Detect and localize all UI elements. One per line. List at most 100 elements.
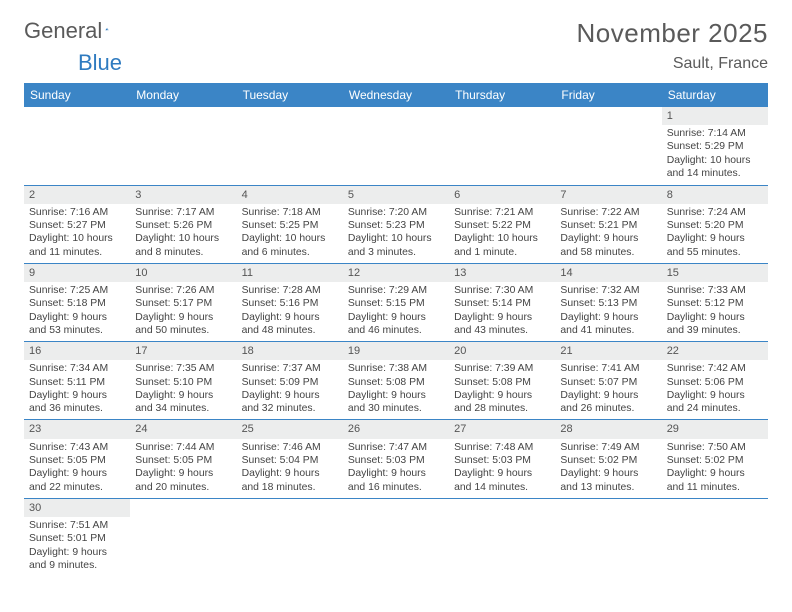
daylight-1: Daylight: 9 hours	[560, 311, 656, 324]
daylight-1: Daylight: 9 hours	[348, 389, 444, 402]
dayname-tuesday: Tuesday	[237, 83, 343, 107]
day-body: Sunrise: 7:35 AMSunset: 5:10 PMDaylight:…	[130, 360, 236, 419]
dayname-monday: Monday	[130, 83, 236, 107]
sunset: Sunset: 5:10 PM	[135, 376, 231, 389]
sunset: Sunset: 5:23 PM	[348, 219, 444, 232]
sunrise: Sunrise: 7:34 AM	[29, 362, 125, 375]
daylight-2: and 30 minutes.	[348, 402, 444, 415]
daylight-2: and 36 minutes.	[29, 402, 125, 415]
day-body: Sunrise: 7:51 AMSunset: 5:01 PMDaylight:…	[24, 517, 130, 576]
daylight-2: and 13 minutes.	[560, 481, 656, 494]
day-number: 18	[237, 342, 343, 360]
calendar-cell: 18Sunrise: 7:37 AMSunset: 5:09 PMDayligh…	[237, 342, 343, 420]
day-number: 13	[449, 264, 555, 282]
calendar-cell: 20Sunrise: 7:39 AMSunset: 5:08 PMDayligh…	[449, 342, 555, 420]
sunset: Sunset: 5:27 PM	[29, 219, 125, 232]
calendar-cell: 7Sunrise: 7:22 AMSunset: 5:21 PMDaylight…	[555, 185, 661, 263]
sunset: Sunset: 5:03 PM	[348, 454, 444, 467]
calendar-cell: 6Sunrise: 7:21 AMSunset: 5:22 PMDaylight…	[449, 185, 555, 263]
sunset: Sunset: 5:25 PM	[242, 219, 338, 232]
daylight-1: Daylight: 9 hours	[560, 389, 656, 402]
sunset: Sunset: 5:07 PM	[560, 376, 656, 389]
sunrise: Sunrise: 7:30 AM	[454, 284, 550, 297]
calendar-cell: 9Sunrise: 7:25 AMSunset: 5:18 PMDaylight…	[24, 263, 130, 341]
logo-text-1: General	[24, 18, 102, 44]
day-number: 1	[662, 107, 768, 125]
daylight-2: and 11 minutes.	[667, 481, 763, 494]
daylight-1: Daylight: 9 hours	[29, 311, 125, 324]
day-number: 9	[24, 264, 130, 282]
sunset: Sunset: 5:09 PM	[242, 376, 338, 389]
sunrise: Sunrise: 7:41 AM	[560, 362, 656, 375]
header: General November 2025 Sault, France	[24, 18, 768, 73]
daylight-1: Daylight: 9 hours	[454, 389, 550, 402]
calendar-cell: 24Sunrise: 7:44 AMSunset: 5:05 PMDayligh…	[130, 420, 236, 498]
sunrise: Sunrise: 7:17 AM	[135, 206, 231, 219]
sunrise: Sunrise: 7:35 AM	[135, 362, 231, 375]
daylight-1: Daylight: 9 hours	[454, 311, 550, 324]
sunset: Sunset: 5:18 PM	[29, 297, 125, 310]
daylight-1: Daylight: 9 hours	[454, 467, 550, 480]
day-body: Sunrise: 7:41 AMSunset: 5:07 PMDaylight:…	[555, 360, 661, 419]
calendar-cell: 5Sunrise: 7:20 AMSunset: 5:23 PMDaylight…	[343, 185, 449, 263]
calendar-cell	[555, 107, 661, 185]
day-number: 20	[449, 342, 555, 360]
daylight-1: Daylight: 9 hours	[29, 467, 125, 480]
day-body: Sunrise: 7:37 AMSunset: 5:09 PMDaylight:…	[237, 360, 343, 419]
sunset: Sunset: 5:17 PM	[135, 297, 231, 310]
calendar-cell: 12Sunrise: 7:29 AMSunset: 5:15 PMDayligh…	[343, 263, 449, 341]
day-number: 3	[130, 186, 236, 204]
dayname-friday: Friday	[555, 83, 661, 107]
sunrise: Sunrise: 7:22 AM	[560, 206, 656, 219]
day-body: Sunrise: 7:18 AMSunset: 5:25 PMDaylight:…	[237, 204, 343, 263]
daylight-2: and 16 minutes.	[348, 481, 444, 494]
calendar-cell	[130, 498, 236, 576]
sunrise: Sunrise: 7:39 AM	[454, 362, 550, 375]
daylight-1: Daylight: 9 hours	[560, 467, 656, 480]
sunrise: Sunrise: 7:49 AM	[560, 441, 656, 454]
calendar-cell	[662, 498, 768, 576]
calendar-cell: 21Sunrise: 7:41 AMSunset: 5:07 PMDayligh…	[555, 342, 661, 420]
daylight-2: and 9 minutes.	[29, 559, 125, 572]
sunset: Sunset: 5:20 PM	[667, 219, 763, 232]
calendar-cell: 19Sunrise: 7:38 AMSunset: 5:08 PMDayligh…	[343, 342, 449, 420]
logo-text-2: Blue	[78, 50, 122, 76]
day-number: 24	[130, 420, 236, 438]
daylight-2: and 22 minutes.	[29, 481, 125, 494]
daylight-2: and 46 minutes.	[348, 324, 444, 337]
daylight-2: and 14 minutes.	[454, 481, 550, 494]
daylight-1: Daylight: 9 hours	[667, 467, 763, 480]
daylight-2: and 6 minutes.	[242, 246, 338, 259]
page-title: November 2025	[577, 18, 769, 49]
calendar-cell: 8Sunrise: 7:24 AMSunset: 5:20 PMDaylight…	[662, 185, 768, 263]
day-body: Sunrise: 7:42 AMSunset: 5:06 PMDaylight:…	[662, 360, 768, 419]
sunset: Sunset: 5:12 PM	[667, 297, 763, 310]
day-number: 27	[449, 420, 555, 438]
day-number: 10	[130, 264, 236, 282]
daylight-1: Daylight: 9 hours	[667, 311, 763, 324]
calendar-cell: 28Sunrise: 7:49 AMSunset: 5:02 PMDayligh…	[555, 420, 661, 498]
daylight-2: and 34 minutes.	[135, 402, 231, 415]
sunrise: Sunrise: 7:29 AM	[348, 284, 444, 297]
day-body: Sunrise: 7:30 AMSunset: 5:14 PMDaylight:…	[449, 282, 555, 341]
calendar-cell: 4Sunrise: 7:18 AMSunset: 5:25 PMDaylight…	[237, 185, 343, 263]
day-body: Sunrise: 7:39 AMSunset: 5:08 PMDaylight:…	[449, 360, 555, 419]
calendar-cell: 17Sunrise: 7:35 AMSunset: 5:10 PMDayligh…	[130, 342, 236, 420]
sunset: Sunset: 5:13 PM	[560, 297, 656, 310]
daylight-1: Daylight: 9 hours	[242, 389, 338, 402]
daylight-1: Daylight: 9 hours	[135, 389, 231, 402]
sunrise: Sunrise: 7:44 AM	[135, 441, 231, 454]
sunset: Sunset: 5:08 PM	[348, 376, 444, 389]
daylight-2: and 32 minutes.	[242, 402, 338, 415]
sunrise: Sunrise: 7:51 AM	[29, 519, 125, 532]
sunrise: Sunrise: 7:21 AM	[454, 206, 550, 219]
calendar-cell: 16Sunrise: 7:34 AMSunset: 5:11 PMDayligh…	[24, 342, 130, 420]
day-number: 12	[343, 264, 449, 282]
calendar-cell	[343, 107, 449, 185]
sunset: Sunset: 5:21 PM	[560, 219, 656, 232]
daylight-1: Daylight: 9 hours	[29, 389, 125, 402]
day-number: 6	[449, 186, 555, 204]
sunset: Sunset: 5:26 PM	[135, 219, 231, 232]
day-number: 16	[24, 342, 130, 360]
daylight-1: Daylight: 9 hours	[667, 389, 763, 402]
